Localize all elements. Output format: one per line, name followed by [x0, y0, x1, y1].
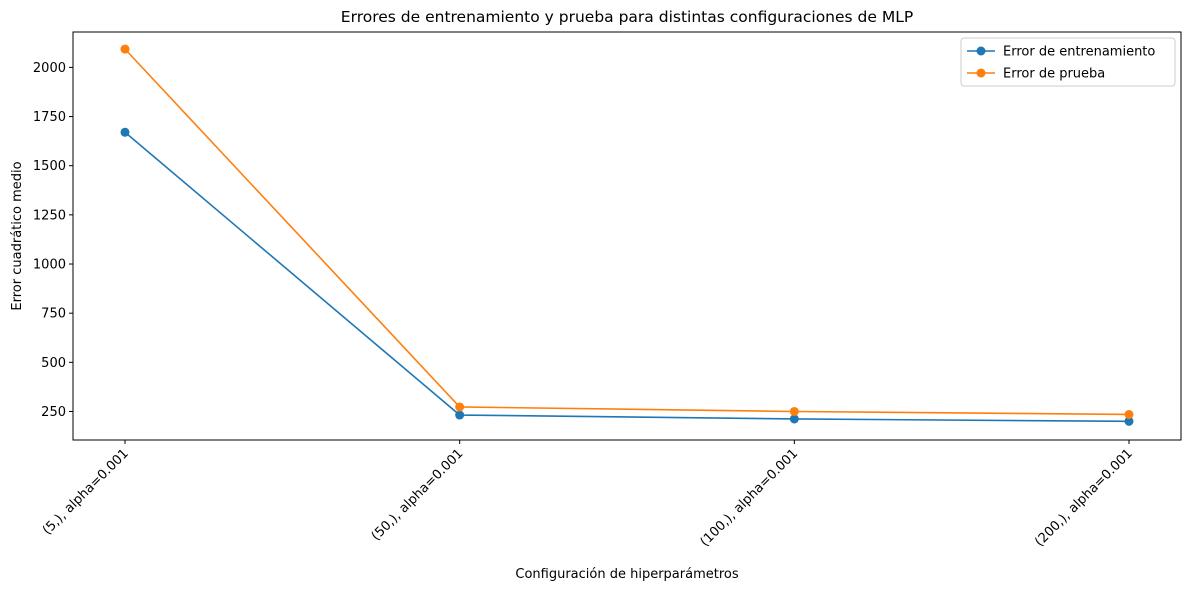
data-point — [1124, 409, 1134, 419]
legend-label: Error de prueba — [1003, 67, 1105, 82]
data-point — [789, 406, 799, 416]
y-tick-label: 250 — [41, 405, 66, 420]
legend-box — [960, 37, 1176, 87]
y-tick-label: 1750 — [33, 110, 66, 125]
y-tick-label: 500 — [41, 356, 66, 371]
x-tick-label: (200,), alpha=0.001 — [1032, 446, 1136, 550]
series-line-1 — [124, 48, 1130, 416]
x-tick-label: (100,), alpha=0.001 — [698, 446, 802, 550]
y-axis-label: Error cuadrático medio — [10, 161, 25, 310]
y-tick-label: 1250 — [33, 208, 66, 223]
x-tick-label: (5,), alpha=0.001 — [40, 446, 132, 538]
data-point — [789, 414, 799, 424]
series-layer — [120, 44, 1134, 426]
legend-marker — [976, 46, 986, 56]
x-axis: (5,), alpha=0.001 (50,), alpha=0.001 (100,… — [40, 440, 1136, 550]
y-tick-label: 2000 — [33, 61, 66, 76]
y-tick-label: 750 — [41, 307, 66, 322]
data-point — [120, 44, 130, 54]
legend: Error de entrenamiento Error de prueba — [960, 37, 1176, 87]
legend-label: Error de entrenamiento — [1003, 45, 1155, 60]
y-tick-label: 1500 — [33, 159, 66, 174]
chart-title: Errores de entrenamiento y prueba para d… — [341, 8, 913, 26]
x-axis-label: Configuración de hiperparámetros — [515, 567, 738, 582]
data-point — [455, 402, 465, 412]
legend-marker — [976, 68, 986, 78]
y-axis: 250 500 750 1000 1250 1500 1750 2000 — [33, 61, 73, 420]
x-tick-label: (50,), alpha=0.001 — [369, 446, 467, 544]
plot-area — [72, 31, 1182, 441]
series-line-0 — [124, 131, 1130, 423]
data-point — [455, 410, 465, 420]
data-point — [1124, 416, 1134, 426]
y-tick-label: 1000 — [33, 258, 66, 273]
data-point — [120, 127, 130, 137]
